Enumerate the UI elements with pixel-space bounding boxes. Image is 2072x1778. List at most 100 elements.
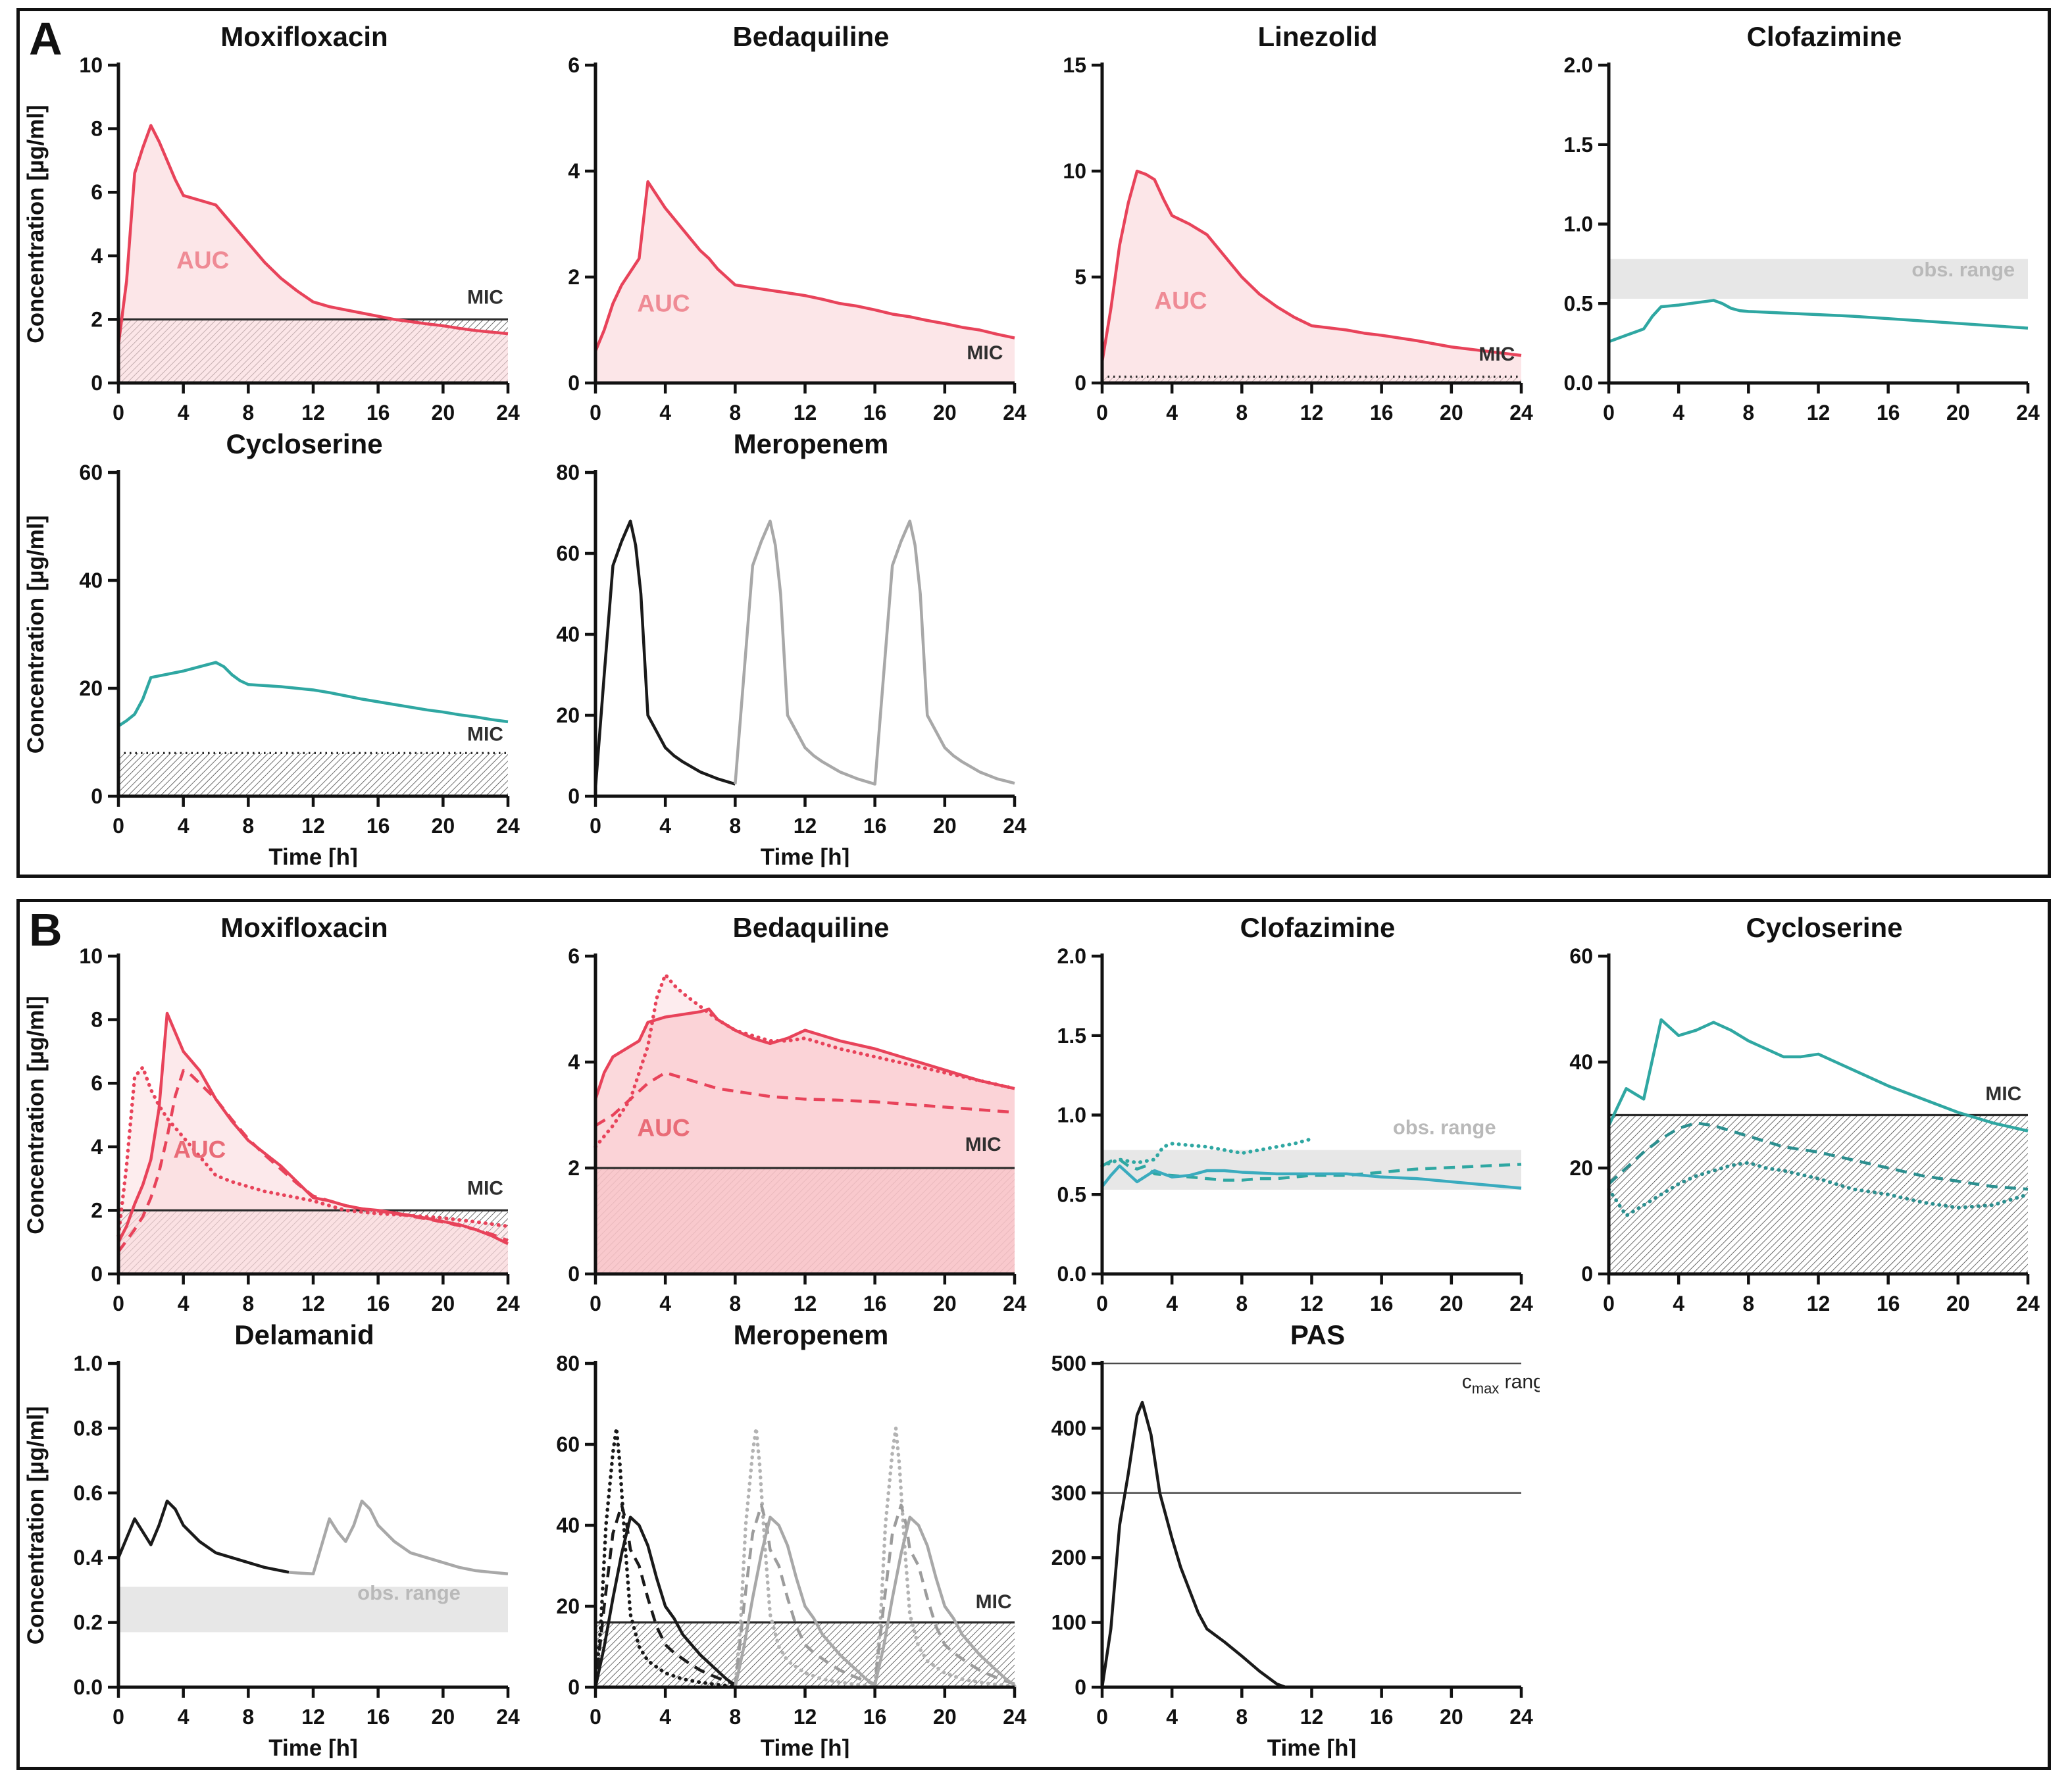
svg-text:20: 20 (1946, 401, 1970, 424)
svg-text:24: 24 (2016, 1292, 2040, 1315)
svg-text:0: 0 (590, 1705, 601, 1729)
svg-text:16: 16 (1370, 1292, 1394, 1315)
svg-text:0: 0 (113, 1705, 124, 1729)
svg-text:0: 0 (1074, 371, 1086, 395)
svg-text:16: 16 (1877, 401, 1900, 424)
chart-canvas-b-delamanid: 0 4 8 12 16 20 24 0.0 0.2 0.4 0.6 0.8 1.0 Concentrati… (23, 1352, 520, 1758)
svg-text:4: 4 (91, 244, 103, 268)
svg-text:0: 0 (1096, 1292, 1108, 1315)
svg-text:12: 12 (1300, 401, 1324, 424)
panel-b: B Moxifloxacin 0 4 8 12 16 20 24 0 2 4 6 8 10 Concent… (16, 899, 2051, 1770)
svg-text:2.0: 2.0 (1057, 944, 1086, 968)
chart-a-clofazimine: Clofazimine 0 4 8 12 16 20 24 0.0 0.5 1.0 1.5 2.0 ob… (1540, 20, 2046, 425)
svg-text:24: 24 (496, 1292, 520, 1315)
svg-text:20: 20 (1569, 1156, 1593, 1180)
svg-text:0: 0 (590, 814, 601, 838)
svg-text:12: 12 (301, 814, 325, 838)
svg-text:15: 15 (1063, 53, 1086, 77)
svg-text:20: 20 (933, 1292, 957, 1315)
svg-text:4: 4 (1166, 1705, 1178, 1729)
svg-text:0: 0 (91, 784, 103, 808)
svg-text:0: 0 (1096, 401, 1108, 424)
panel-a-row-2: Cycloserine 0 4 8 12 16 20 24 0 20 40 60 Concentrat… (20, 428, 2048, 867)
svg-text:12: 12 (1807, 1292, 1831, 1315)
panel-b-label: B (29, 904, 63, 955)
svg-text:60: 60 (79, 461, 103, 484)
chart-b-delamanid: Delamanid 0 4 8 12 16 20 24 0.0 0.2 0.4 0.6 0.8 1.0 C… (20, 1319, 526, 1758)
svg-text:Concentration [µg/ml]: Concentration [µg/ml] (23, 996, 49, 1234)
svg-text:AUC: AUC (173, 1136, 226, 1163)
svg-text:1.0: 1.0 (74, 1352, 103, 1375)
svg-text:24: 24 (496, 401, 520, 424)
svg-text:0: 0 (1581, 1262, 1593, 1286)
svg-text:12: 12 (794, 814, 817, 838)
svg-text:Concentration [µg/ml]: Concentration [µg/ml] (23, 1406, 49, 1644)
svg-text:4: 4 (91, 1135, 103, 1159)
svg-text:obs. range: obs. range (1393, 1115, 1496, 1138)
svg-text:12: 12 (301, 401, 325, 424)
chart-title: Cycloserine (1746, 912, 1903, 943)
svg-text:0: 0 (91, 371, 103, 395)
svg-text:100: 100 (1051, 1611, 1086, 1635)
chart-b-clofazimine: Clofazimine 0 4 8 12 16 20 24 0.0 0.5 1.0 1.5 2.0 ob… (1033, 911, 1540, 1316)
svg-text:4: 4 (178, 1705, 190, 1729)
svg-text:0: 0 (568, 1262, 580, 1286)
svg-text:4: 4 (178, 401, 190, 424)
svg-text:8: 8 (91, 1008, 103, 1032)
svg-text:AUC: AUC (176, 247, 229, 274)
svg-text:20: 20 (933, 1705, 957, 1729)
svg-text:4: 4 (659, 1705, 671, 1729)
svg-text:24: 24 (1003, 1292, 1026, 1315)
chart-title: Delamanid (234, 1319, 374, 1350)
svg-text:0.0: 0.0 (1564, 371, 1593, 395)
svg-text:24: 24 (1509, 1292, 1533, 1315)
svg-text:4: 4 (568, 1050, 580, 1074)
svg-text:0: 0 (590, 1292, 601, 1315)
svg-text:12: 12 (301, 1705, 325, 1729)
svg-text:24: 24 (1003, 401, 1026, 424)
svg-text:20: 20 (79, 676, 103, 700)
svg-text:Time [h]: Time [h] (761, 1735, 849, 1758)
svg-text:12: 12 (1300, 1705, 1324, 1729)
svg-text:12: 12 (1300, 1292, 1324, 1315)
chart-canvas-b-cycloserine: 0 4 8 12 16 20 24 0 20 40 60 MIC (1569, 944, 2040, 1315)
svg-text:4: 4 (1166, 1292, 1178, 1315)
svg-text:0: 0 (113, 401, 124, 424)
chart-canvas-b-meropenem: 0 4 8 12 16 20 24 0 20 40 60 80 Time [h] MIC (556, 1352, 1026, 1758)
svg-text:8: 8 (729, 814, 741, 838)
svg-text:8: 8 (1742, 401, 1754, 424)
panel-b-row-2: Delamanid 0 4 8 12 16 20 24 0.0 0.2 0.4 0.6 0.8 1.0 C… (20, 1319, 2048, 1758)
svg-text:0.5: 0.5 (1057, 1182, 1086, 1206)
svg-text:8: 8 (729, 1705, 741, 1729)
chart-a-meropenem: Meropenem 0 4 8 12 16 20 24 0 20 40 60 80 Time [h] (526, 428, 1033, 867)
chart-title: Clofazimine (1746, 21, 1902, 52)
svg-text:0.6: 0.6 (74, 1481, 103, 1505)
svg-text:12: 12 (794, 1292, 817, 1315)
svg-text:300: 300 (1051, 1481, 1086, 1505)
svg-text:24: 24 (496, 814, 520, 838)
chart-title: Clofazimine (1240, 912, 1396, 943)
chart-a-bedaquiline: Bedaquiline 0 4 8 12 16 20 24 0 2 4 6 MIC AUC (526, 20, 1033, 425)
svg-text:Time [h]: Time [h] (268, 1735, 357, 1758)
svg-text:4: 4 (568, 159, 580, 183)
svg-text:4: 4 (1673, 401, 1684, 424)
chart-b-meropenem: Meropenem 0 4 8 12 16 20 24 0 20 40 60 80 Time [h] MI… (526, 1319, 1033, 1758)
svg-text:MIC: MIC (976, 1591, 1012, 1613)
svg-text:500: 500 (1051, 1352, 1086, 1375)
svg-text:20: 20 (1946, 1292, 1970, 1315)
svg-text:20: 20 (432, 814, 455, 838)
svg-text:24: 24 (1003, 814, 1026, 838)
svg-text:20: 20 (1440, 1705, 1463, 1729)
svg-text:16: 16 (366, 1292, 390, 1315)
svg-text:24: 24 (1509, 1705, 1533, 1729)
svg-text:Time [h]: Time [h] (268, 844, 357, 867)
svg-text:1.5: 1.5 (1057, 1024, 1086, 1048)
svg-text:0: 0 (568, 1675, 580, 1699)
chart-title: Meropenem (733, 428, 889, 459)
svg-text:0: 0 (568, 371, 580, 395)
chart-canvas-a-linezolid: 0 4 8 12 16 20 24 0 5 10 15 MIC AUC (1063, 53, 1533, 424)
svg-text:Time [h]: Time [h] (1267, 1735, 1356, 1758)
chart-title: Bedaquiline (732, 21, 890, 52)
